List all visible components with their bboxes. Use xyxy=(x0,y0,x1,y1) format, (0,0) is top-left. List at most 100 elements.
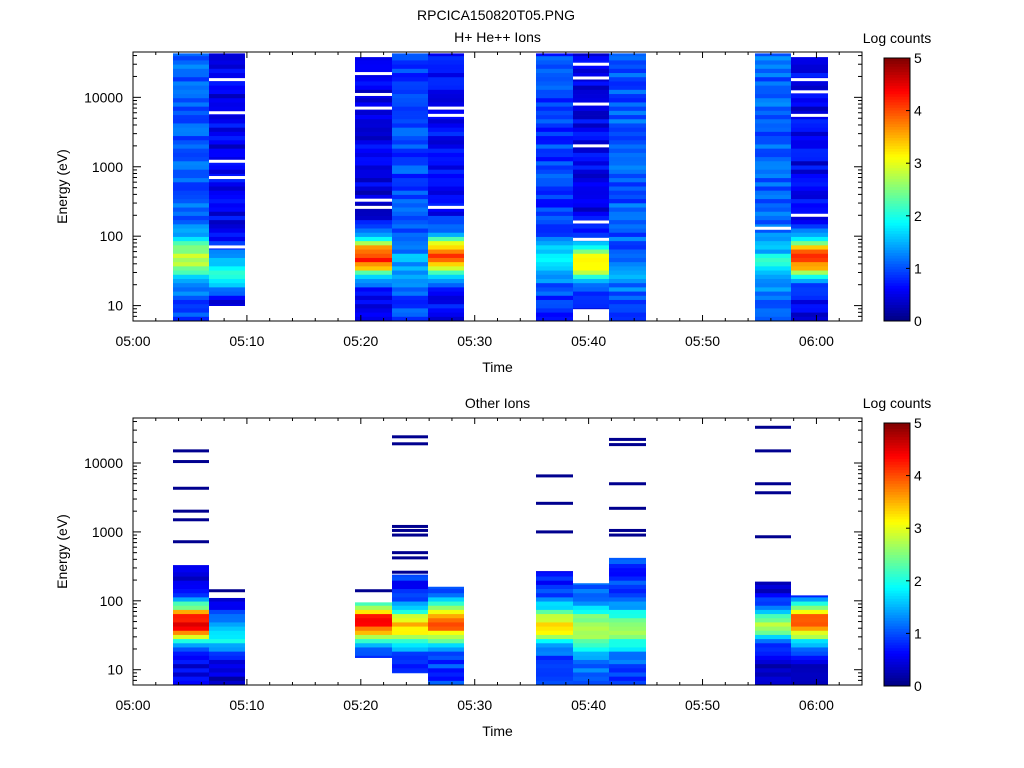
scan-cell xyxy=(609,228,646,234)
scan-cell xyxy=(392,249,428,255)
scan-cell xyxy=(573,618,609,623)
scan-cell xyxy=(755,64,791,70)
sparse-count-line xyxy=(392,528,428,532)
scan-cell xyxy=(536,232,573,238)
colorbar-step xyxy=(884,162,910,166)
scan-cell xyxy=(173,597,209,602)
scan-cell xyxy=(609,274,646,280)
scan-cell xyxy=(791,643,828,648)
colorbar-step xyxy=(884,296,910,300)
scan-cell xyxy=(392,659,428,665)
scan-cell xyxy=(536,152,573,158)
scan-cell xyxy=(573,81,609,87)
colorbar-step xyxy=(884,639,910,643)
scan-cell xyxy=(173,609,209,615)
scan-cell xyxy=(355,283,392,288)
scan-cell xyxy=(573,182,609,187)
scan-cell xyxy=(755,287,791,292)
scan-cell xyxy=(173,68,209,74)
scan-cell xyxy=(428,178,464,183)
scan-cell xyxy=(791,601,828,607)
scan-cell xyxy=(392,655,428,661)
scan-cell xyxy=(573,77,609,82)
scan-cell xyxy=(355,123,392,129)
scan-cell xyxy=(609,169,646,175)
scan-cell xyxy=(573,295,609,301)
scan-cell xyxy=(609,232,646,238)
scan-cell xyxy=(536,165,573,171)
colorbar-step xyxy=(884,145,910,149)
colorbar-tick-label: 3 xyxy=(914,155,922,171)
x-tick-label: 06:00 xyxy=(799,333,834,349)
gap-line xyxy=(428,205,464,209)
scan-cell xyxy=(392,580,428,586)
scan-cell xyxy=(392,597,428,602)
scan-cell xyxy=(791,668,828,673)
sparse-count-line xyxy=(173,509,209,513)
scan-cell xyxy=(609,127,646,133)
scan-cell xyxy=(755,270,791,276)
gap-line xyxy=(573,144,609,148)
scan-cell xyxy=(573,630,609,636)
scan-cell xyxy=(536,102,573,108)
scan-cell xyxy=(791,140,828,145)
scan-cell xyxy=(173,144,209,150)
scan-cell xyxy=(609,287,646,292)
scan-cell xyxy=(209,85,245,91)
scan-cell xyxy=(573,89,609,95)
scan-cell xyxy=(209,639,245,644)
scan-cell xyxy=(392,77,428,82)
panel-1: 05:00 05:10 05:20 05:30 05:40 05:50 06:0010100… xyxy=(54,29,931,375)
colorbar-step xyxy=(884,164,910,169)
scan-cell xyxy=(573,245,609,250)
scan-cell xyxy=(755,601,791,607)
scan-cell xyxy=(536,651,573,657)
colorbar-step xyxy=(884,568,910,572)
y-tick-label: 1000 xyxy=(92,524,123,540)
scan-cell xyxy=(209,89,245,95)
scan-cell xyxy=(791,291,828,297)
scan-cell xyxy=(355,148,392,154)
scan-cell xyxy=(173,304,209,309)
scan-cell xyxy=(791,626,828,632)
colorbar-step xyxy=(884,529,910,534)
scan-cell xyxy=(609,659,646,665)
scan-cell xyxy=(536,106,573,112)
scan-cell xyxy=(355,178,392,183)
colorbar-step xyxy=(884,60,910,64)
scan-cell xyxy=(573,68,609,74)
scan-cell xyxy=(609,148,646,154)
sparse-count-line xyxy=(173,540,209,544)
y-tick-label: 10 xyxy=(107,298,123,314)
scan-cell xyxy=(209,597,245,602)
x-tick-label: 05:40 xyxy=(571,333,606,349)
scan-cell xyxy=(791,178,828,183)
scan-cell xyxy=(536,190,573,196)
scan-cell xyxy=(536,228,573,234)
scan-cell xyxy=(428,98,464,103)
scan-cell xyxy=(755,262,791,267)
scan-cell xyxy=(428,664,464,669)
scan-cell xyxy=(355,89,392,95)
scan-cell xyxy=(755,241,791,246)
scan-cell xyxy=(573,56,609,61)
sparse-count-line xyxy=(392,524,428,528)
scan-cell xyxy=(173,106,209,112)
scan-cell xyxy=(755,215,791,221)
scan-cell xyxy=(755,278,791,284)
colorbar-step xyxy=(884,282,910,286)
scan-cell xyxy=(755,655,791,661)
scan-cell xyxy=(573,110,609,116)
scan-cell xyxy=(428,157,464,162)
sparse-count-line xyxy=(392,551,428,555)
scan-cell xyxy=(791,186,828,192)
scan-cell xyxy=(536,236,573,242)
colorbar-step xyxy=(884,510,910,514)
colorbar-step xyxy=(884,107,910,111)
sparse-count-line xyxy=(755,482,791,486)
colorbar-step xyxy=(884,241,910,245)
scan-cell xyxy=(173,186,209,192)
scan-cell xyxy=(573,207,609,213)
colorbar-step xyxy=(884,268,910,273)
colorbar-step xyxy=(884,573,910,577)
